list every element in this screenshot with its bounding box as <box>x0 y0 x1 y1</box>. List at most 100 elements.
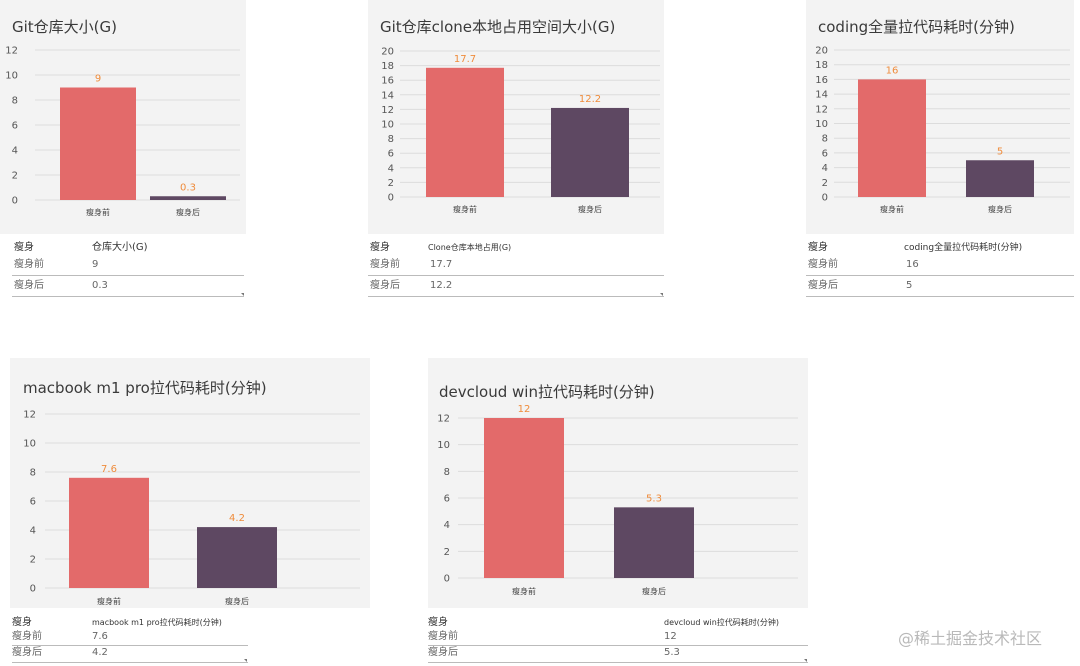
y-tick-label: 0 <box>388 193 394 204</box>
data-label: 16 <box>886 65 899 76</box>
table-header-cell: 瘦身 <box>428 617 448 628</box>
y-tick-label: 8 <box>12 96 18 107</box>
bar-chart: 0 2 4 6 8 10 12 9 瘦身前 0.3 瘦身后 <box>5 46 240 217</box>
bar-chart: 0 2 4 6 8 10 12 7.6 瘦身前 4.2 瘦身后 <box>23 410 360 606</box>
y-tick-label: 12 <box>23 410 36 421</box>
table-divider <box>806 296 1074 297</box>
table-header-cell: macbook m1 pro拉代码耗时(分钟) <box>92 618 222 627</box>
chart-title: devcloud win拉代码耗时(分钟) <box>439 383 655 401</box>
data-label: 17.7 <box>454 54 476 65</box>
y-tick-label: 0 <box>30 584 36 595</box>
table-row: 瘦身前 12 <box>428 627 808 647</box>
panel-coding-full-pull-time: coding全量拉代码耗时(分钟) 0 2 4 6 8 10 12 14 16 18 20 16 瘦身前… <box>806 0 1074 300</box>
y-tick-label: 12 <box>437 414 450 425</box>
table-divider <box>428 645 808 646</box>
table-header-row: 瘦身 仓库大小(G) <box>12 238 244 258</box>
table-corner-mark <box>660 293 663 296</box>
y-tick-label: 16 <box>381 76 394 87</box>
x-tick-label: 瘦身前 <box>512 586 536 596</box>
table-header-row: 瘦身 coding全量拉代码耗时(分钟) <box>806 238 1074 258</box>
y-tick-label: 6 <box>12 121 18 132</box>
table-cell: 5.3 <box>664 647 680 658</box>
y-tick-label: 6 <box>30 497 36 508</box>
table-corner-mark <box>241 293 244 296</box>
table-cell: 0.3 <box>92 280 108 291</box>
x-tick-label: 瘦身前 <box>453 204 477 214</box>
bar <box>484 418 564 578</box>
y-tick-label: 2 <box>30 555 36 566</box>
y-tick-label: 10 <box>5 71 18 82</box>
table-cell: 瘦身后 <box>370 280 400 291</box>
x-tick-label: 瘦身后 <box>642 586 666 596</box>
bar <box>69 477 149 588</box>
y-tick-label: 4 <box>444 520 450 531</box>
y-tick-label: 2 <box>388 178 394 189</box>
table-row: 瘦身后 12.2 <box>368 276 664 296</box>
y-tick-label: 4 <box>822 163 828 174</box>
y-tick-label: 2 <box>444 547 450 558</box>
data-label: 4.2 <box>229 513 245 524</box>
y-tick-label: 14 <box>381 90 394 101</box>
data-label: 5 <box>997 146 1003 157</box>
table-cell: 瘦身前 <box>12 631 42 642</box>
table-cell: 瘦身后 <box>808 280 838 291</box>
y-tick-label: 10 <box>381 120 394 131</box>
y-tick-label: 8 <box>444 467 450 478</box>
y-tick-label: 4 <box>388 163 394 174</box>
table-row: 瘦身前 17.7 <box>368 255 664 275</box>
y-tick-label: 4 <box>12 146 18 157</box>
table-divider <box>428 662 808 663</box>
y-tick-label: 2 <box>12 171 18 182</box>
y-tick-label: 18 <box>815 60 828 71</box>
y-tick-label: 2 <box>822 178 828 189</box>
bar <box>551 107 629 197</box>
data-table: 瘦身 devcloud win拉代码耗时(分钟) 瘦身前 12 瘦身后 5.3 <box>428 615 808 663</box>
table-cell: 12 <box>664 631 677 642</box>
y-tick-label: 12 <box>381 105 394 116</box>
bar <box>150 196 226 200</box>
y-tick-label: 0 <box>444 574 450 585</box>
data-table: 瘦身 Clone仓库本地占用(G) 瘦身前 17.7 瘦身后 12.2 <box>368 238 664 298</box>
x-tick-label: 瘦身后 <box>225 596 249 606</box>
data-table: 瘦身 coding全量拉代码耗时(分钟) 瘦身前 16 瘦身后 5 <box>806 238 1074 298</box>
table-divider <box>806 275 1074 276</box>
table-row: 瘦身后 5 <box>806 276 1074 296</box>
bar <box>60 87 136 200</box>
table-cell: 4.2 <box>92 647 108 658</box>
table-header-cell: 瘦身 <box>370 242 390 253</box>
table-cell: 7.6 <box>92 631 108 642</box>
table-cell: 12.2 <box>430 280 453 291</box>
chart-title: Git仓库clone本地占用空间大小(G) <box>380 18 616 36</box>
y-tick-label: 10 <box>815 119 828 130</box>
table-header-cell: 瘦身 <box>12 617 32 628</box>
table-header-row: 瘦身 devcloud win拉代码耗时(分钟) <box>428 613 808 633</box>
y-tick-label: 20 <box>381 47 394 58</box>
bar-chart: 0 2 4 6 8 10 12 12 瘦身前 5.3 瘦身后 <box>437 404 798 596</box>
data-table: 瘦身 仓库大小(G) 瘦身前 9 瘦身后 0.3 <box>12 238 244 298</box>
table-cell: 16 <box>906 259 919 270</box>
y-tick-label: 8 <box>388 134 394 145</box>
bar <box>426 67 504 197</box>
data-label: 5.3 <box>646 493 662 504</box>
table-cell: 17.7 <box>430 259 453 270</box>
table-header-cell: coding全量拉代码耗时(分钟) <box>904 243 1023 253</box>
table-header-cell: 瘦身 <box>808 242 828 253</box>
data-label: 9 <box>95 74 101 85</box>
table-row: 瘦身后 4.2 <box>12 643 248 663</box>
chart-title: Git仓库大小(G) <box>12 18 118 36</box>
y-tick-label: 10 <box>23 439 36 450</box>
y-tick-label: 4 <box>30 526 36 537</box>
table-row: 瘦身后 0.3 <box>12 276 244 296</box>
y-tick-label: 12 <box>5 46 18 57</box>
bar <box>197 527 277 588</box>
watermark: @稀土掘金技术社区 <box>898 629 1043 648</box>
y-tick-label: 10 <box>437 440 450 451</box>
table-cell: 5 <box>906 280 913 291</box>
panel-devcloud-win-pull-time: devcloud win拉代码耗时(分钟) 0 2 4 6 8 10 12 12 瘦身前 5.3 瘦… <box>428 358 808 664</box>
chart-title: macbook m1 pro拉代码耗时(分钟) <box>23 379 267 397</box>
x-tick-label: 瘦身后 <box>578 204 602 214</box>
table-cell: 瘦身前 <box>14 259 44 270</box>
y-tick-label: 8 <box>822 134 828 145</box>
table-cell: 瘦身前 <box>808 259 838 270</box>
table-divider <box>12 275 244 276</box>
